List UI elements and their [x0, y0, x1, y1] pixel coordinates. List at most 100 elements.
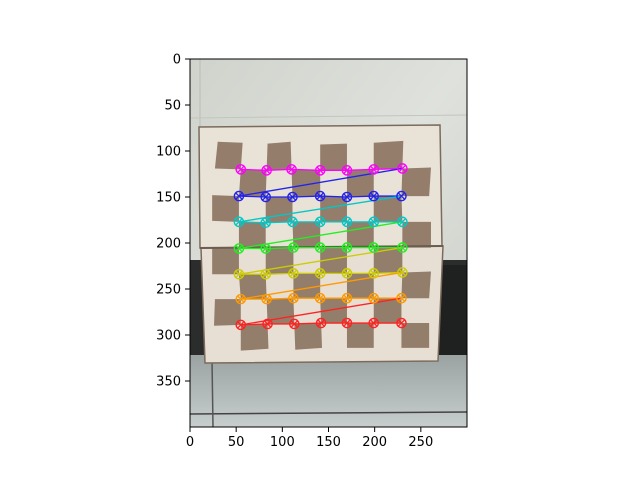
x-tick-label: 200: [362, 435, 387, 450]
dark-square: [373, 140, 404, 170]
floor-line: [211, 358, 214, 427]
corner-marker: [314, 242, 326, 253]
corner-marker: [396, 317, 407, 329]
corner-marker: [288, 242, 299, 253]
corner-marker: [287, 216, 298, 228]
corner-marker: [368, 292, 380, 304]
dark-square: [373, 196, 403, 222]
dark-square: [238, 169, 267, 197]
dark-square: [346, 323, 374, 348]
x-tick-label: 100: [270, 435, 295, 450]
y-tick-label: 300: [156, 329, 181, 344]
corner-marker: [396, 292, 407, 304]
y-tick-label: 250: [156, 283, 181, 298]
dark-square: [373, 247, 403, 274]
floor: [190, 355, 467, 427]
corner-marker: [341, 268, 353, 279]
corner-marker: [233, 216, 245, 228]
corner-marker: [341, 191, 353, 203]
dark-square: [240, 323, 269, 351]
photo: [190, 59, 467, 427]
corner-marker: [287, 191, 298, 203]
dark-square: [266, 141, 292, 171]
dark-square: [238, 221, 266, 249]
corner-marker: [397, 242, 408, 253]
dark-square: [265, 247, 294, 275]
corner-marker: [315, 317, 327, 329]
corner-marker: [288, 292, 299, 304]
dark-square: [294, 323, 323, 350]
dark-square: [212, 248, 239, 275]
dark-square: [238, 274, 267, 300]
dark-square: [401, 167, 431, 197]
dark-square: [401, 323, 430, 348]
dark-square: [214, 299, 241, 326]
detected-corners: [233, 163, 408, 331]
x-tick-label: 0: [186, 435, 194, 450]
y-tick-label: 50: [164, 99, 181, 114]
x-tick-label: 150: [316, 435, 341, 450]
y-tick-label: 0: [173, 53, 181, 68]
corner-marker: [286, 164, 297, 175]
corner-marker: [260, 268, 272, 280]
dark-square: [212, 195, 239, 222]
y-tick-label: 200: [156, 237, 181, 252]
corner-marker: [341, 165, 353, 176]
corner-marker: [314, 268, 326, 279]
corner-marker: [368, 317, 380, 329]
corner-link-line: [238, 167, 403, 197]
corner-marker: [341, 317, 353, 329]
corner-marker: [260, 191, 272, 203]
corner-marker: [314, 190, 326, 202]
y-axis: 0 50 100 150 200 250 300 350: [156, 53, 190, 390]
corner-marker: [260, 243, 272, 254]
floor-line: [190, 411, 467, 415]
dark-square: [214, 141, 243, 170]
corner-marker: [341, 292, 353, 304]
corner-marker: [233, 190, 245, 202]
corner-marker: [341, 216, 353, 228]
y-tick-label: 350: [156, 375, 181, 390]
corner-marker: [235, 164, 247, 175]
x-tick-label: 50: [228, 435, 245, 450]
corner-marker: [314, 292, 326, 304]
corner-marker: [314, 216, 326, 228]
dark-square: [320, 298, 347, 324]
dark-square: [293, 273, 321, 299]
corner-marker: [368, 242, 380, 253]
corner-marker: [314, 165, 326, 176]
corner-marker: [261, 165, 272, 176]
y-tick-label: 150: [156, 191, 181, 206]
corner-marker: [235, 319, 247, 331]
dark-square: [346, 221, 374, 248]
corner-marker: [341, 242, 353, 253]
x-axis: 0 50 100 150 200 250: [186, 427, 433, 450]
corner-marker: [235, 293, 247, 305]
dark-square: [320, 196, 347, 222]
corner-marker: [368, 164, 380, 175]
x-tick-label: 250: [408, 435, 433, 450]
corner-marker: [260, 217, 272, 229]
dark-square: [320, 143, 347, 171]
dark-square: [402, 221, 431, 248]
corner-marker: [397, 267, 408, 278]
dark-square: [291, 169, 321, 197]
dark-square: [320, 247, 347, 274]
dark-square: [373, 298, 402, 324]
corner-marker: [233, 268, 245, 280]
corner-marker: [289, 318, 300, 330]
corner-marker: [396, 190, 407, 202]
dark-square: [401, 271, 431, 299]
corner-marker: [368, 268, 380, 279]
dark-square: [292, 221, 321, 248]
y-tick-label: 100: [156, 145, 181, 160]
corner-marker: [368, 190, 380, 202]
dark-square: [346, 273, 374, 299]
checker-squares: [199, 140, 444, 351]
corner-marker: [233, 243, 245, 254]
corner-marker: [397, 216, 408, 228]
corner-marker: [397, 163, 408, 174]
corner-marker: [262, 318, 273, 330]
corner-marker: [288, 268, 299, 279]
